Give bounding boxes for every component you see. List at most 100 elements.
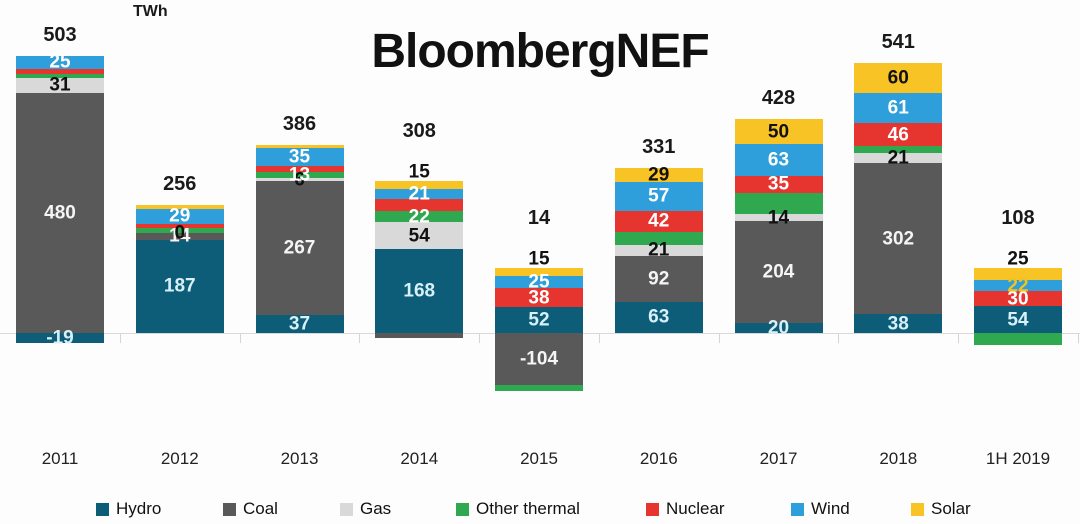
segment-label-gas-2018: 21 [887,147,909,169]
legend-swatch-coal [223,502,236,516]
bar-segment-wind-2014 [375,188,464,199]
legend-label-coal: Coal [243,499,278,518]
legend-item-other-thermal: Other thermal [456,499,580,519]
segment-label-solar-2014: 15 [408,161,430,183]
legend-swatch-hydro [96,502,109,516]
bar-segment-hydro-2012 [135,239,224,333]
bar-segment-other-thermal-2012 [135,227,224,233]
bar-segment-other-thermal-2014 [375,211,464,222]
bar-segment-other-thermal-2017 [734,193,823,214]
bar-segment-other-thermal-2011 [16,73,104,78]
bar-segment-coal-2015 [495,333,583,385]
legend-label-nuclear: Nuclear [666,499,725,518]
legend-label-solar: Solar [931,499,971,518]
segment-label-solar-2017: 50 [767,121,790,142]
segment-label-solar-2018: 60 [887,67,909,88]
segment-label-solar-2015: 15 [528,248,550,270]
bar-segment-wind-2016 [614,182,703,211]
segment-label-coal-2017: 204 [762,261,795,283]
bar-segment-hydro-2014 [375,249,464,333]
bar-segment-hydro-2015 [495,307,583,333]
bar-segment-coal-2012 [135,232,224,240]
segment-label-hydro-2013: 37 [288,313,311,335]
bar-segment-gas-2011 [16,77,104,93]
bar-segment-nuclear-2013 [255,165,344,172]
segment-label-hydro-2016: 63 [648,306,670,328]
bar-total-label-2012: 256 [163,173,197,195]
bar-segment-gas-2014 [375,222,464,249]
bar-segment-gas-2016 [614,245,703,256]
segment-label-nuclear-2016: 42 [648,210,670,232]
legend-item-hydro: Hydro [96,499,161,519]
bar-total-label-2017: 428 [761,87,796,109]
bar-segment-gas-2013 [255,178,344,181]
bar-segment-hydro-2011 [16,333,104,343]
bar-segment-nuclear-2018 [854,123,943,146]
segment-label-gas-2011: 31 [49,74,71,96]
x-axis-label-2013: 2013 [280,449,319,468]
segment-label-nuclear-2015: 38 [528,287,550,308]
segment-label-coal-2011: 480 [44,202,76,224]
segment-label-coal-2013: 267 [283,237,316,259]
bar-segment-nuclear-2017 [734,175,823,193]
bar-total-label-2015: 14 [527,207,551,229]
bar-segment-hydro-2013 [255,314,344,333]
legend-label-wind: Wind [811,499,850,518]
legend-item-wind: Wind [791,499,850,519]
x-axis-label-1h-2019: 1H 2019 [985,449,1051,468]
segment-label-nuclear-2018: 46 [887,124,909,145]
segment-label-wind-2016: 57 [648,185,670,207]
bar-segment-coal-2016 [614,255,703,302]
legend-item-nuclear: Nuclear [646,499,725,519]
segment-label-coal-2018: 302 [882,228,915,249]
bar-segment-coal-2013 [255,181,344,315]
segment-label-hydro-2015: 52 [528,309,550,331]
bar-segment-solar-2015 [495,268,583,276]
bar-segment-hydro-1h-2019 [974,306,1062,333]
axis-tick [359,334,361,343]
x-axis-label-2017: 2017 [759,449,798,468]
axis-tick [479,334,481,343]
bar-segment-solar-2018 [854,62,943,93]
segment-label-gas-2014: 54 [408,225,430,246]
bar-segment-solar-2017 [734,119,823,144]
x-axis-label-2011: 2011 [41,449,79,468]
segment-label-hydro-2012: 187 [163,275,196,297]
x-axis-label-2012: 2012 [160,449,199,468]
segment-label-wind-2012: 29 [169,205,191,227]
bar-segment-solar-2014 [375,181,464,189]
bar-segment-solar-2016 [614,167,703,182]
legend-swatch-nuclear [646,502,659,516]
x-axis-label-2018: 2018 [879,449,918,468]
axis-tick [958,334,960,343]
segment-label-wind-1h-2019: 22 [1007,275,1029,296]
bar-segment-other-thermal-2016 [614,231,703,245]
bar-segment-gas-2018 [854,152,943,163]
segment-label-solar-1h-2019: 25 [1007,248,1029,269]
segment-label-hydro-2018: 38 [887,313,909,334]
segment-label-gas-2017: 14 [767,207,790,228]
bar-total-label-1h-2019: 108 [1001,206,1035,229]
bar-segment-hydro-2016 [614,301,703,333]
bar-segment-wind-2012 [135,209,224,224]
bar-total-label-2018: 541 [881,30,915,53]
legend-item-solar: Solar [911,499,971,519]
segment-label-hydro-2011: -19 [46,327,74,349]
axis-tick [1077,334,1079,343]
bar-segment-coal-2011 [16,93,104,333]
x-axis-label-2014: 2014 [400,449,439,468]
x-axis-label-2015: 2015 [520,449,558,468]
bar-segment-solar-1h-2019 [974,267,1062,280]
bar-segment-solar-2013 [255,145,344,148]
bar-total-label-2013: 386 [282,113,317,135]
legend-swatch-wind [791,502,804,516]
legend-item-gas: Gas [340,499,391,519]
legend-label-hydro: Hydro [116,499,162,518]
legend-label-other-thermal: Other thermal [476,499,580,518]
bar-segment-other-thermal-2015 [495,385,583,391]
segment-label-gas-2016: 21 [648,239,670,261]
bar-segment-other-thermal-2018 [854,146,943,153]
bar-segment-wind-2017 [734,144,823,176]
bar-segment-coal-2017 [734,221,823,323]
axis-tick [598,334,600,343]
